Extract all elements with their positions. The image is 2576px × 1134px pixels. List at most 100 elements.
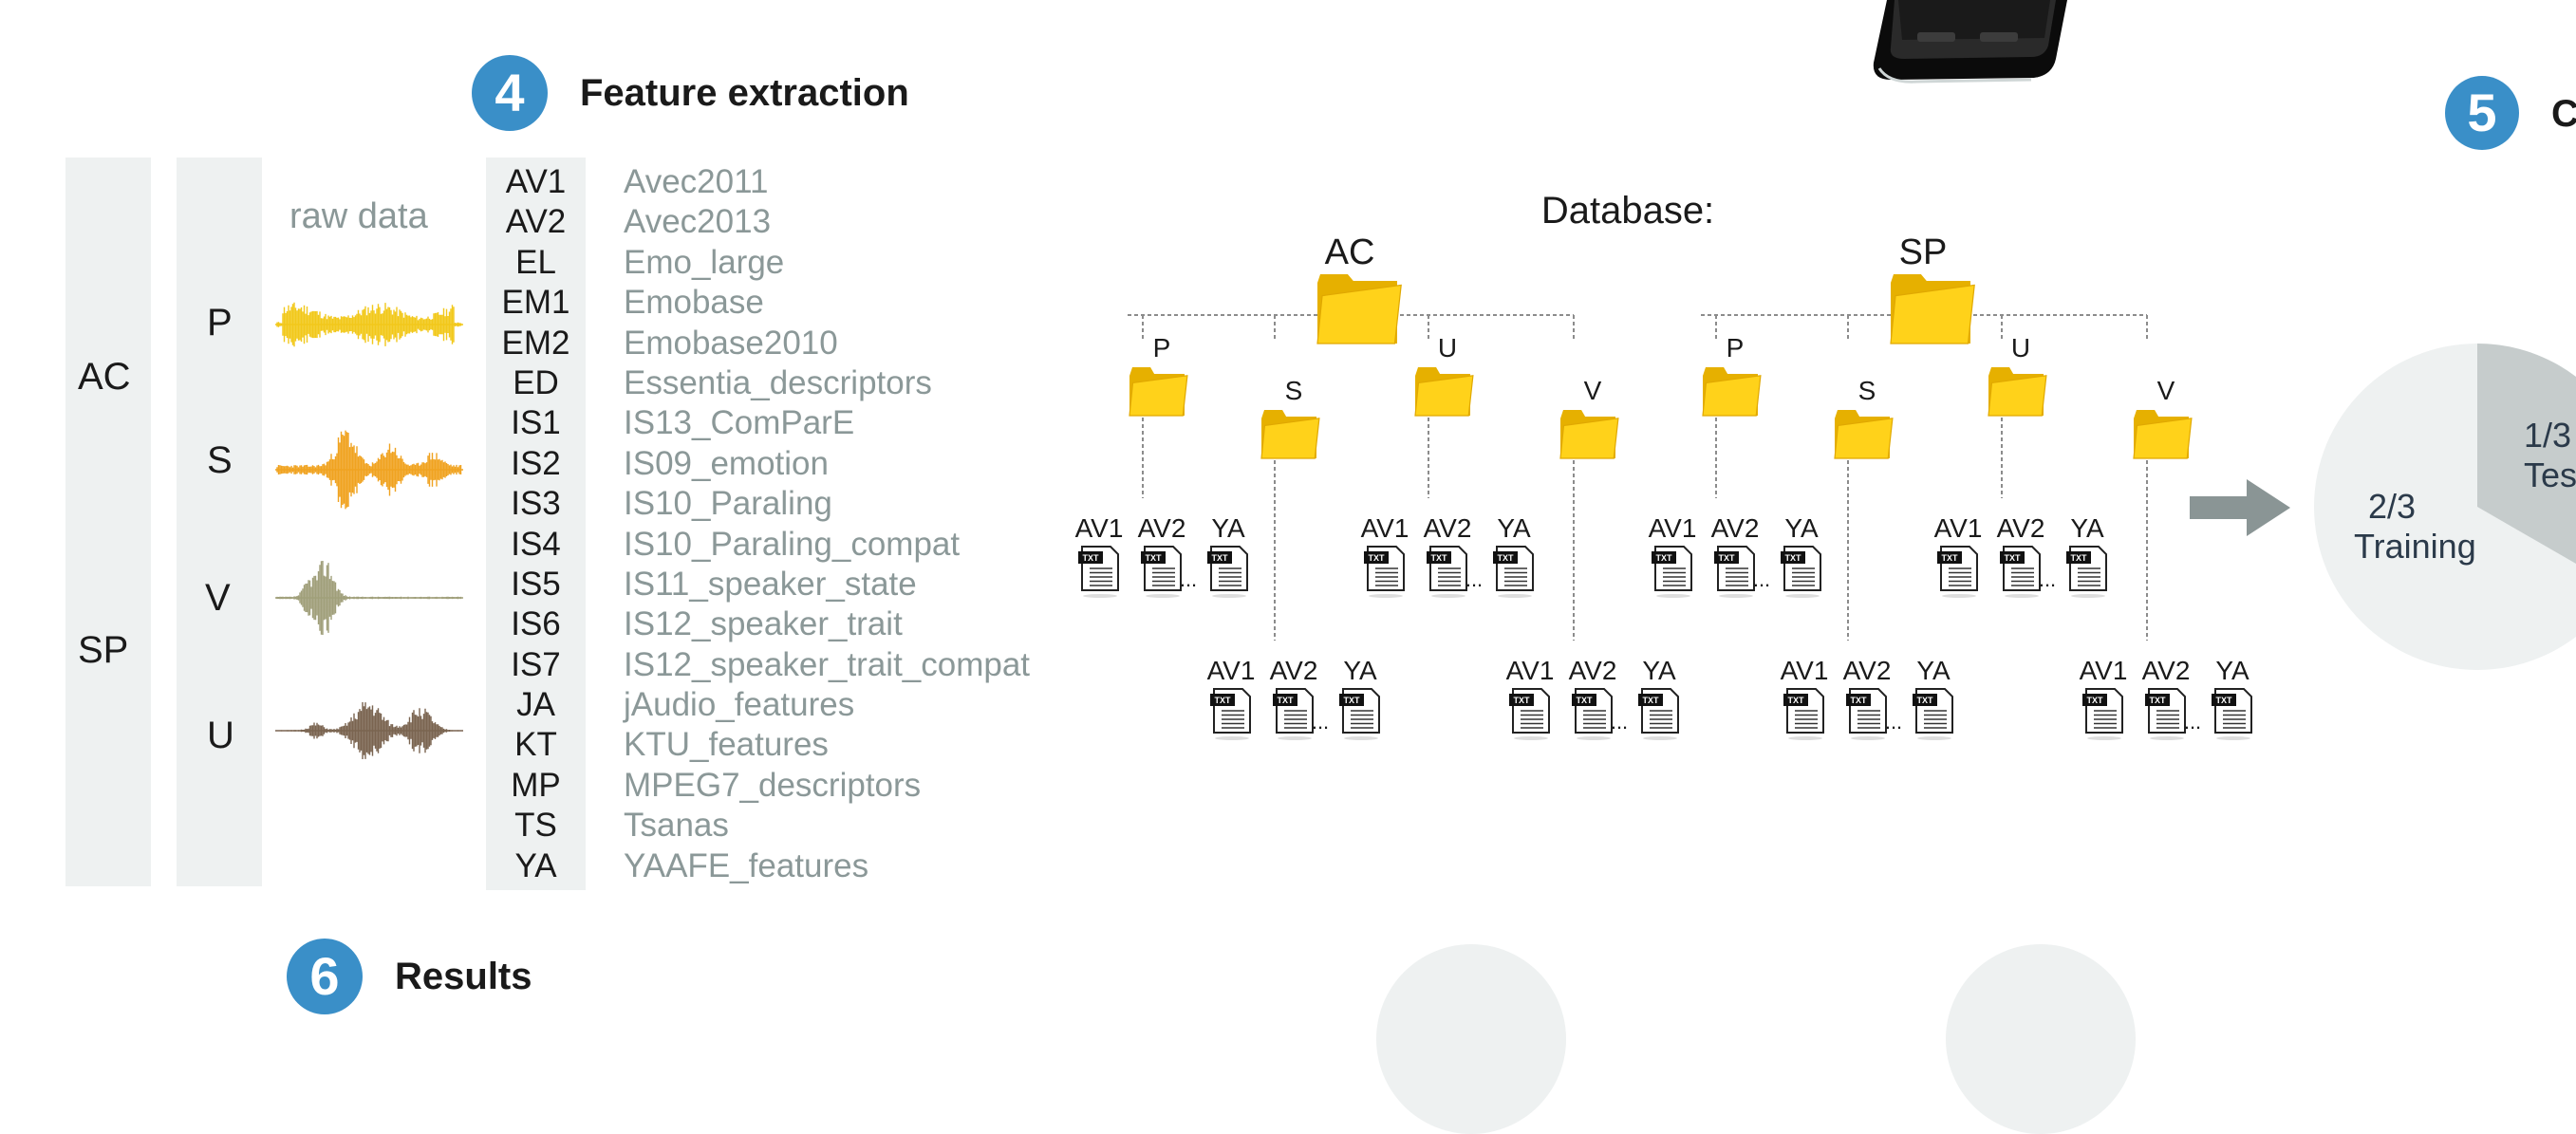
file-icon-badge: TXT [1656, 553, 1673, 563]
file-icon-badge: TXT [1498, 553, 1515, 563]
txt-file-icon: TXT [2066, 546, 2107, 598]
waveform-s [275, 430, 463, 510]
feature-abbreviation: EM2 [501, 324, 570, 362]
ellipsis: ... [1312, 710, 1329, 734]
signal-label-s: S [207, 439, 233, 481]
feature-name: IS09_emotion [624, 444, 829, 482]
results-title: Results [395, 956, 532, 997]
feature-abbreviation-panel [486, 158, 586, 890]
txt-file-icon: TXT [1509, 688, 1550, 740]
waveform-v [275, 561, 463, 635]
feature-abbreviation: IS7 [511, 645, 561, 683]
file-icon-badge: TXT [1719, 553, 1736, 563]
feature-extraction-title: Feature extraction [580, 72, 909, 114]
feature-name: IS13_ComParE [624, 404, 855, 442]
subfolder-icon [1260, 410, 1320, 459]
txt-file-icon: TXT [1364, 546, 1405, 598]
results-circle-2 [1946, 944, 2136, 1134]
txt-file-icon: TXT [1781, 546, 1821, 598]
signal-label-v: V [205, 577, 231, 619]
subfolder-icon [1414, 367, 1474, 417]
feature-abbreviation: AV2 [505, 203, 567, 241]
feature-abbreviation: MP [511, 766, 561, 804]
feature-abbreviation: TS [514, 807, 557, 845]
feature-abbreviation-list: AV1 AV2 EL EM1 EM2 ED IS1 IS2 IS3 IS4 IS5 IS6 IS7 JA K… [486, 162, 586, 886]
subfolder-label: S [1858, 376, 1876, 405]
file-label: YA [1916, 656, 1951, 685]
train-test-pie [2314, 344, 2576, 670]
signal-label-u: U [207, 715, 234, 756]
feature-abbreviation: IS3 [511, 485, 561, 523]
ellipsis: ... [1611, 710, 1628, 734]
file-label: AV1 [1075, 513, 1124, 543]
file-label: YA [1211, 513, 1245, 543]
feature-name: Tsanas [624, 807, 729, 845]
file-icon-badge: TXT [1788, 696, 1805, 705]
file-label: AV2 [1138, 513, 1186, 543]
file-icon-badge: TXT [1369, 553, 1386, 563]
feature-abbreviation: IS6 [511, 605, 561, 643]
file-icon-badge: TXT [1577, 696, 1594, 705]
file-label: YA [1497, 513, 1531, 543]
txt-file-icon: TXT [1141, 546, 1182, 598]
feature-abbreviation: IS2 [511, 444, 561, 482]
feature-name: MPEG7_descriptors [624, 766, 922, 804]
feature-abbreviation: EM1 [501, 284, 570, 322]
file-label: AV2 [1270, 656, 1318, 685]
feature-name: IS10_Paraling_compat [624, 525, 961, 563]
training-label: Training [2354, 527, 2476, 566]
file-icon-badge: TXT [1083, 553, 1100, 563]
subfolder-label: P [1153, 333, 1171, 363]
file-icon-badge: TXT [2071, 553, 2088, 563]
txt-file-icon: TXT [1210, 688, 1251, 740]
txt-file-icon: TXT [1652, 546, 1692, 598]
txt-file-icon: TXT [1714, 546, 1755, 598]
file-icon-badge: TXT [1146, 553, 1163, 563]
file-label: AV1 [2080, 656, 2128, 685]
file-icon-badge: TXT [1344, 696, 1361, 705]
file-icon-badge: TXT [1431, 553, 1448, 563]
file-icon-badge: TXT [1917, 696, 1934, 705]
step-6-badge: 6 [287, 939, 363, 1014]
signal-panel [177, 158, 262, 886]
file-icon-badge: TXT [2005, 553, 2022, 563]
file-icon-badge: TXT [1215, 696, 1232, 705]
file-label: AV2 [1843, 656, 1892, 685]
feature-abbreviation: YA [514, 846, 557, 884]
subfolder-label: P [1727, 333, 1745, 363]
feature-name-list: Avec2011 Avec2013 Emo_large Emobase Emobase2… [624, 162, 1030, 886]
txt-file-icon: TXT [1783, 688, 1824, 740]
feature-abbreviation: JA [516, 686, 555, 724]
training-fraction: 2/3 [2367, 487, 2417, 526]
feature-name: IS10_Paraling [624, 485, 832, 523]
root-folder-icon [1316, 274, 1402, 344]
file-label: AV1 [1934, 513, 1983, 543]
txt-file-icon: TXT [1937, 546, 1978, 598]
txt-file-icon: TXT [1207, 546, 1248, 598]
phone-image [1873, 0, 2067, 84]
subfolder-icon [1129, 367, 1188, 417]
file-icon-badge: TXT [1643, 696, 1660, 705]
ellipsis: ... [1753, 567, 1770, 591]
txt-file-icon: TXT [1638, 688, 1679, 740]
waveform-u [275, 702, 463, 759]
subfolder-label: V [1584, 376, 1602, 405]
file-icon-badge: TXT [1278, 696, 1295, 705]
root-folder-icon [1890, 274, 1975, 344]
feature-abbreviation: KT [514, 726, 557, 764]
subfolder-icon [1834, 410, 1894, 459]
file-label: AV2 [2142, 656, 2191, 685]
file-label: YA [1343, 656, 1377, 685]
file-icon-badge: TXT [1942, 553, 1959, 563]
txt-file-icon: TXT [2212, 688, 2252, 740]
feature-name: Emobase2010 [624, 324, 838, 362]
group-label-sp: SP [78, 629, 129, 671]
file-label: AV1 [1649, 513, 1697, 543]
raw-data-label: raw data [289, 196, 428, 236]
feature-name: IS11_speaker_state [624, 565, 917, 603]
ellipsis: ... [1180, 567, 1197, 591]
file-label: AV2 [1997, 513, 2045, 543]
txt-file-icon: TXT [1427, 546, 1467, 598]
database-tree: Database: AC P AV1 TXT AV2 TXT YA TXT... S AV1 TXT A… [1075, 190, 2252, 740]
test-label: Tes [2524, 455, 2576, 494]
